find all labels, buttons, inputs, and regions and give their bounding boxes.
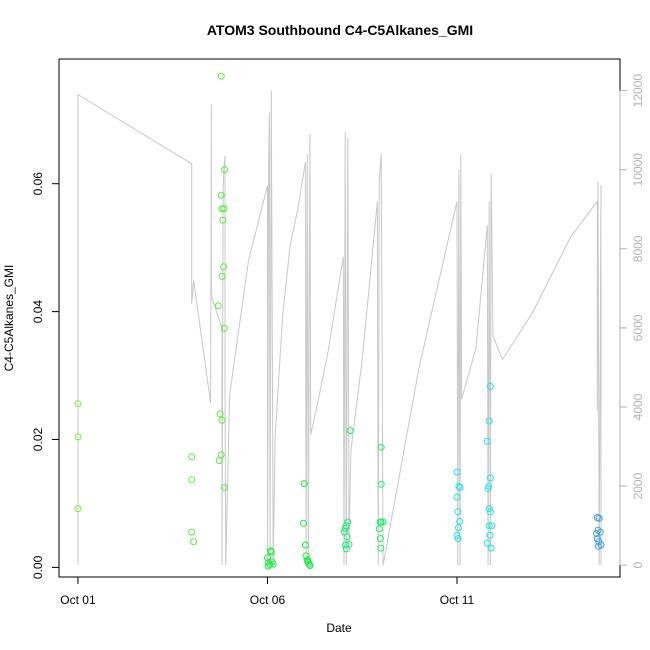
y-tick-label: 0.00 [31, 555, 45, 579]
x-tick-label: Oct 01 [60, 593, 96, 607]
y-axis-label: C4-C5Alkanes_GMI [2, 265, 16, 372]
data-point [483, 539, 491, 547]
data-point [596, 528, 604, 536]
data-point [486, 474, 494, 482]
data-point [221, 166, 229, 174]
data-point [346, 427, 354, 435]
y2-tick-label: 12000 [631, 74, 645, 108]
data-point [264, 562, 272, 570]
data-point [267, 547, 274, 555]
data-point [455, 524, 462, 532]
data-point [456, 517, 464, 525]
data-point [486, 382, 494, 390]
x-tick-label: Oct 11 [440, 593, 475, 607]
x-axis: Oct 01 Oct 06 Oct 11 [60, 576, 475, 607]
data-point [593, 530, 600, 537]
y2-tick-label: 0 [631, 561, 645, 568]
y2-tick-label: 4000 [631, 393, 645, 420]
data-point [220, 484, 228, 491]
altitude-line-layer [77, 90, 602, 566]
data-point [485, 522, 493, 530]
data-point [377, 480, 385, 488]
x-tick-label: Oct 06 [250, 593, 286, 607]
y2-tick-label: 2000 [631, 472, 645, 499]
data-point [488, 522, 496, 530]
data-point [376, 535, 384, 543]
data-point [456, 484, 464, 491]
data-point [220, 263, 227, 271]
y2-tick-label: 6000 [631, 314, 645, 341]
data-point [217, 72, 225, 80]
data-point [215, 457, 223, 465]
secondary-y-axis: 0 2000 4000 6000 8000 10000 12000 [619, 74, 645, 568]
data-point [344, 518, 352, 526]
data-point [376, 518, 384, 526]
data-point [485, 417, 493, 425]
data-point [594, 526, 602, 534]
data-point [485, 505, 493, 513]
y-tick-label: 0.02 [31, 428, 45, 452]
data-point [483, 437, 491, 445]
data-point [453, 493, 461, 501]
data-point [377, 443, 385, 451]
data-point [594, 542, 602, 550]
data-point [377, 544, 385, 552]
data-point [218, 416, 226, 424]
data-point [345, 540, 353, 548]
altitude-series-line [77, 90, 602, 566]
data-point [74, 400, 82, 408]
data-point [217, 191, 225, 199]
data-point [301, 541, 309, 549]
plot-frame [58, 58, 621, 578]
data-point [74, 433, 82, 441]
data-point [218, 272, 226, 280]
data-point [375, 525, 383, 533]
data-point [454, 508, 462, 516]
chart-title: ATOM3 Southbound C4-C5Alkanes_GMI [207, 22, 473, 38]
y2-tick-label: 10000 [631, 153, 645, 187]
data-point [188, 528, 196, 536]
data-point [453, 531, 461, 539]
data-point [593, 535, 601, 543]
data-point [267, 548, 275, 556]
data-point [216, 410, 224, 418]
y-tick-label: 0.04 [31, 300, 45, 324]
data-point [264, 554, 271, 562]
x-axis-label: Date [326, 621, 352, 635]
data-point [74, 505, 82, 513]
data-point [220, 324, 228, 332]
data-point [343, 533, 351, 541]
data-point [188, 453, 196, 461]
data-points-layer [74, 72, 605, 570]
y-tick-label: 0.06 [31, 172, 45, 196]
data-point [484, 485, 492, 493]
data-point [595, 514, 603, 522]
data-point [453, 468, 461, 476]
data-point [214, 302, 222, 310]
data-point [217, 451, 225, 459]
data-point [220, 205, 228, 213]
data-point [219, 216, 227, 224]
data-point [455, 482, 463, 490]
data-point [304, 557, 312, 565]
data-point [486, 531, 494, 539]
data-point [190, 538, 198, 546]
data-point [300, 480, 308, 488]
data-point [487, 544, 495, 552]
data-point [218, 205, 226, 213]
data-point [300, 519, 307, 527]
data-point [342, 541, 350, 549]
data-point [379, 518, 387, 526]
y-axis: 0.00 0.02 0.04 0.06 [31, 172, 60, 579]
data-point [454, 535, 462, 543]
data-point [486, 508, 494, 516]
y2-tick-label: 8000 [631, 235, 645, 262]
data-point [188, 476, 196, 484]
